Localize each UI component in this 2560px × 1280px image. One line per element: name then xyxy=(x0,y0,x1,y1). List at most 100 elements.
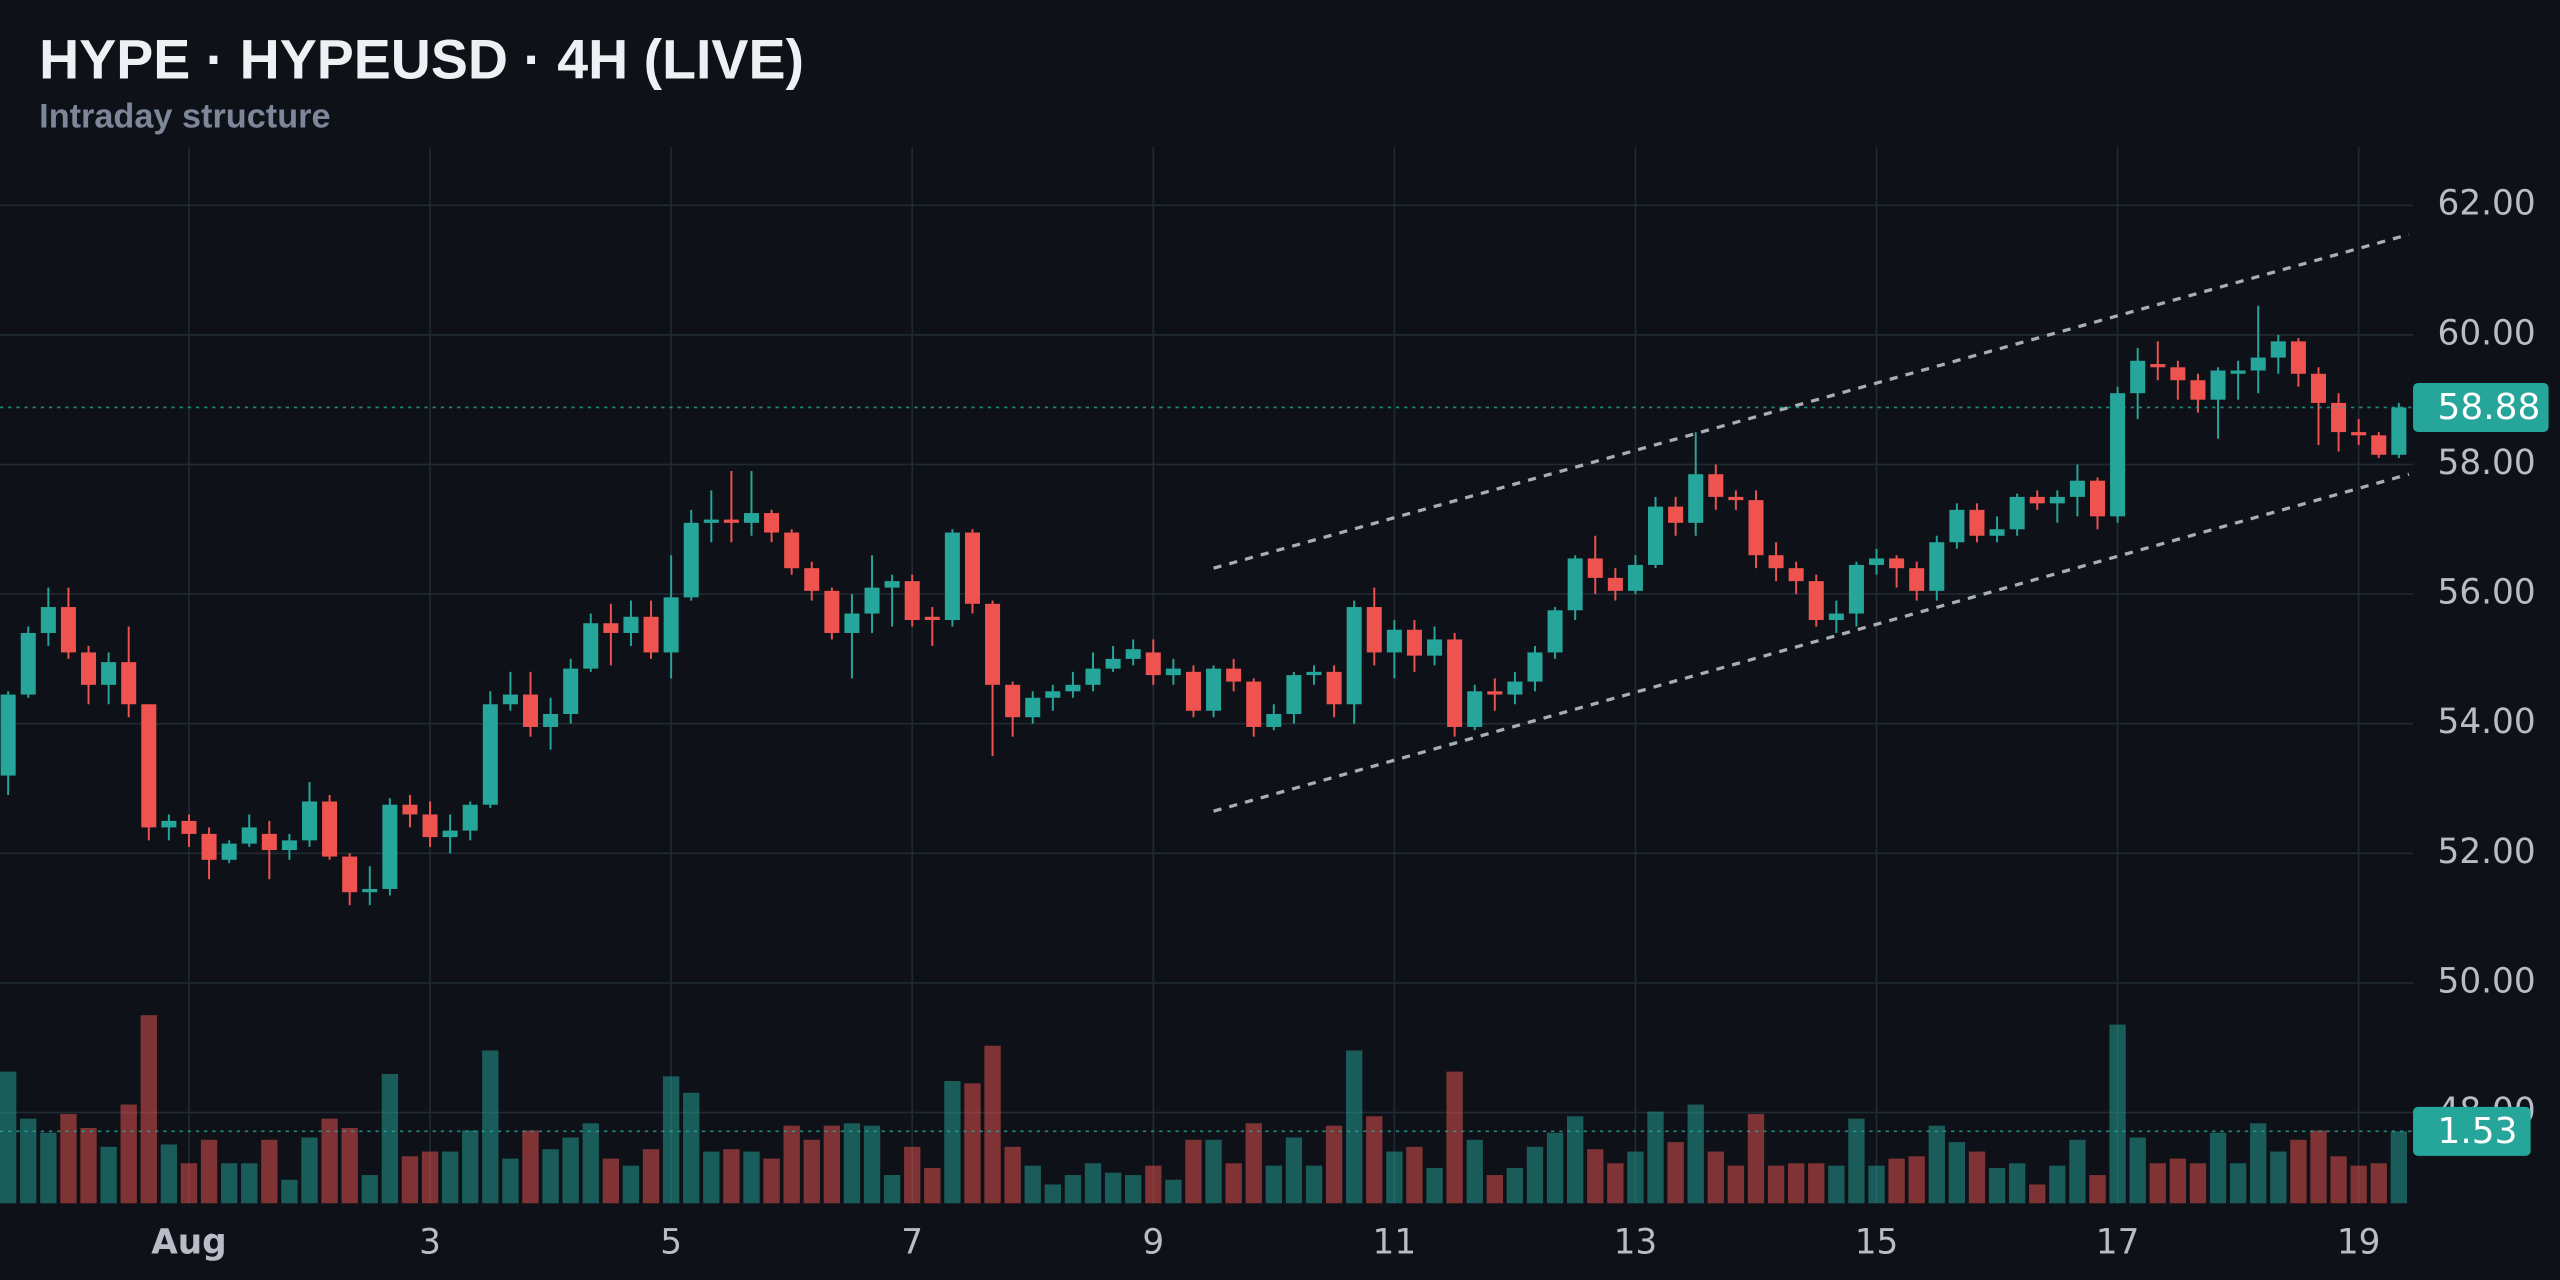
volume-bar xyxy=(1265,1165,1282,1204)
volume-bar xyxy=(401,1156,419,1204)
volume-bar xyxy=(1506,1168,1524,1204)
volume-bar xyxy=(1868,1165,1885,1204)
candle-body xyxy=(663,597,679,653)
volume-bar xyxy=(2089,1175,2106,1204)
volume-bar xyxy=(2069,1139,2086,1204)
volume-bar xyxy=(522,1130,539,1204)
volume-bar xyxy=(1667,1142,1684,1204)
candle-body xyxy=(1045,691,1061,698)
volume-bar xyxy=(462,1130,479,1204)
chart-title: HYPE · HYPEUSD · 4H (LIVE) xyxy=(39,28,804,90)
volume-badge-label: 1.53 xyxy=(2438,1111,2518,1152)
candle-body xyxy=(1788,568,1804,582)
candle-body xyxy=(1848,564,1864,614)
volume-bar xyxy=(1104,1172,1122,1204)
volume-bar xyxy=(924,1168,941,1204)
candle-body xyxy=(1627,564,1643,591)
volume-bar xyxy=(2350,1165,2367,1204)
volume-bar xyxy=(60,1113,77,1204)
volume-bar xyxy=(662,1076,680,1204)
candle-body xyxy=(1828,613,1844,621)
volume-bar xyxy=(20,1118,37,1204)
volume-bar xyxy=(1567,1116,1584,1204)
x-tick-label: 7 xyxy=(901,1223,923,1263)
volume-bar xyxy=(1707,1151,1724,1204)
volume-bar xyxy=(1145,1165,1162,1204)
candle-body xyxy=(1025,697,1041,718)
candle-body xyxy=(1065,684,1081,692)
candle-body xyxy=(884,581,900,588)
candle-body xyxy=(2310,373,2326,403)
candle-body xyxy=(1266,713,1282,727)
candle-body xyxy=(1306,671,1322,676)
candle-body xyxy=(543,713,559,727)
candle-body xyxy=(362,888,378,893)
candle-body xyxy=(281,840,297,851)
volume-bar xyxy=(1044,1184,1061,1204)
candle-body xyxy=(1326,671,1342,705)
candle-body xyxy=(1427,639,1443,656)
volume-bar xyxy=(883,1175,901,1204)
volume-bar xyxy=(2189,1163,2207,1204)
volume-bar xyxy=(1607,1163,1624,1204)
volume-bar xyxy=(2310,1130,2327,1204)
volume-bar xyxy=(743,1151,760,1204)
volume-bar xyxy=(40,1132,57,1204)
candle-layer xyxy=(0,305,2407,906)
overlay-layer: 48.0050.0052.0054.0056.0058.0060.0062.00… xyxy=(0,184,2549,1263)
volume-bar xyxy=(1968,1151,1986,1204)
volume-bar xyxy=(1426,1168,1443,1204)
candle-body xyxy=(1909,568,1925,591)
volume-bar xyxy=(2390,1131,2408,1204)
volume-bar xyxy=(1546,1132,1564,1204)
volume-bar xyxy=(0,1071,17,1204)
volume-bar xyxy=(1225,1163,1242,1204)
candle-body xyxy=(2089,480,2106,517)
volume-bar xyxy=(542,1149,559,1204)
volume-bar xyxy=(2250,1123,2267,1204)
candle-body xyxy=(1748,500,1764,556)
candle-body xyxy=(1206,668,1222,711)
volume-bar xyxy=(1446,1071,1463,1204)
candle-body xyxy=(1226,668,1242,682)
candle-body xyxy=(462,804,478,831)
candle-body xyxy=(2391,407,2407,455)
candle-body xyxy=(20,632,36,695)
candle-body xyxy=(1728,496,1744,501)
volume-bar xyxy=(1948,1142,1966,1204)
candle-body xyxy=(1929,542,1945,591)
volume-bar xyxy=(703,1151,720,1204)
candle-body xyxy=(1447,639,1463,727)
candle-body xyxy=(563,668,579,714)
volume-badge xyxy=(2413,1106,2531,1156)
candle-body xyxy=(1527,652,1543,682)
volume-bar xyxy=(582,1123,599,1204)
volume-bar xyxy=(1627,1151,1644,1204)
volume-bar xyxy=(441,1151,459,1204)
candle-body xyxy=(924,616,940,621)
candle-body xyxy=(1668,506,1684,523)
candle-body xyxy=(844,613,860,633)
candle-body xyxy=(2331,402,2347,433)
candle-body xyxy=(2170,367,2186,381)
candle-body xyxy=(1708,474,1724,497)
candle-body xyxy=(161,820,177,828)
volume-bar xyxy=(160,1144,178,1204)
volume-bar xyxy=(2008,1163,2026,1204)
volume-bar xyxy=(2330,1156,2347,1204)
chart-subtitle: Intraday structure xyxy=(39,97,330,135)
volume-bar xyxy=(2209,1132,2227,1204)
volume-bar xyxy=(421,1151,439,1204)
candle-body xyxy=(2110,393,2126,517)
volume-bar xyxy=(1185,1139,1202,1204)
candle-body xyxy=(522,694,539,727)
candle-body xyxy=(964,532,980,604)
volume-bar xyxy=(361,1175,378,1204)
candle-body xyxy=(703,519,719,523)
candle-body xyxy=(2009,496,2025,530)
volume-bar xyxy=(1004,1146,1021,1204)
volume-bar xyxy=(100,1146,117,1204)
channel-line xyxy=(1213,232,2410,570)
candle-body xyxy=(1346,607,1362,705)
